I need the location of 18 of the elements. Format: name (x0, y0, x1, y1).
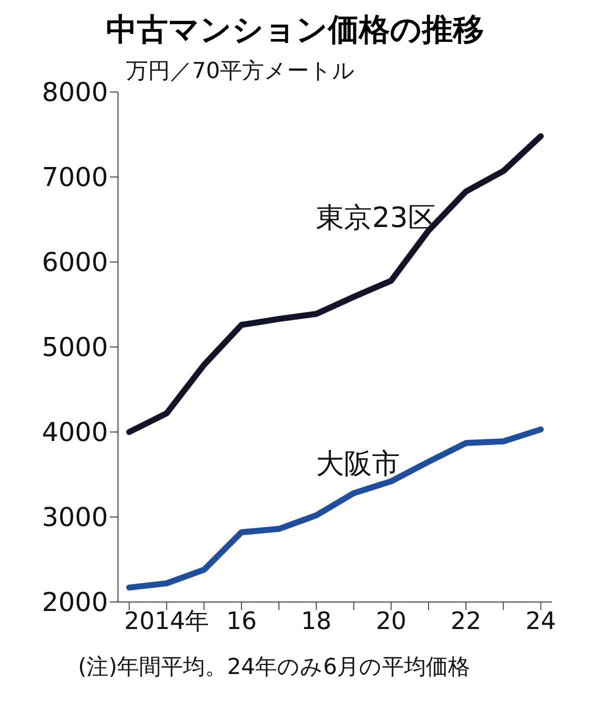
y-tick-label: 4000 (42, 418, 108, 448)
x-tick-label: 20 (376, 607, 406, 636)
y-tick-label: 3000 (42, 503, 108, 534)
x-tick-label: 22 (450, 607, 482, 636)
text: (注)年間平均。24年のみ6月の平均価格 (78, 654, 472, 682)
y-tick-label: 5000 (42, 333, 108, 364)
y-axis-title: 万円／70平方メートル (126, 58, 355, 86)
y-tick-label: 2000 (42, 588, 108, 618)
x-tick-label: 2014年 (124, 607, 210, 636)
x-tick-label: 18 (301, 607, 332, 636)
series-label: 大阪市 (316, 446, 400, 482)
x-tick-label: 24 (526, 607, 556, 636)
y-tick-label: 7000 (42, 163, 108, 194)
series-label: 東京23区 (316, 200, 436, 236)
y-tick-label: 8000 (42, 78, 108, 108)
y-tick-label: 6000 (42, 248, 108, 278)
x-tick-label: 16 (226, 607, 257, 636)
chart-title: 中古マンション価格の推移 (105, 11, 485, 50)
